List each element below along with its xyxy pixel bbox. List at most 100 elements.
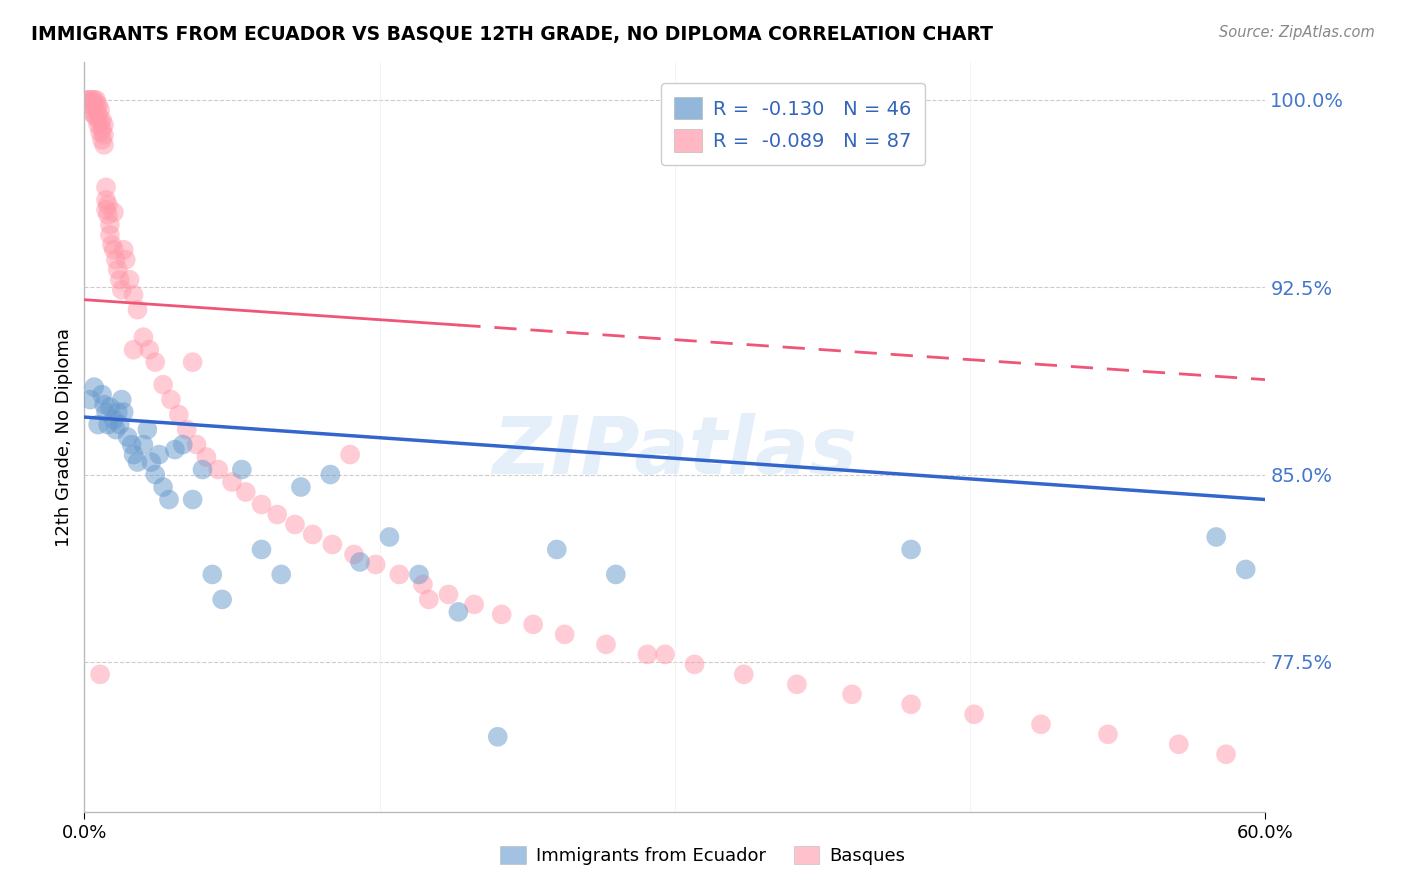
Point [79,93,101,107]
Point [201,567,224,582]
Point [89,667,111,681]
Point [841,687,863,701]
Point [103,412,125,426]
Legend: R =  -0.130   N = 46, R =  -0.089   N = 87: R = -0.130 N = 46, R = -0.089 N = 87 [661,83,925,165]
Point [82,105,104,120]
Point [284,517,307,532]
Point [104,252,127,267]
Point [93,137,115,152]
Point [94,405,117,419]
Point [111,283,134,297]
Point [437,587,460,601]
Point [211,592,233,607]
Point [94,202,117,217]
Point [266,508,288,522]
Point [546,542,568,557]
Point [157,492,180,507]
Point [595,637,617,651]
Point [104,423,127,437]
Point [270,567,292,582]
Legend: Immigrants from Ecuador, Basques: Immigrants from Ecuador, Basques [491,837,915,874]
Point [349,555,371,569]
Point [98,400,121,414]
Point [83,380,105,394]
Point [87,417,110,432]
Point [103,243,125,257]
Point [79,98,101,112]
Point [231,462,253,476]
Point [118,273,141,287]
Point [418,592,440,607]
Point [132,330,155,344]
Point [93,118,115,132]
Point [114,252,136,267]
Point [98,218,121,232]
Point [83,100,105,114]
Point [87,108,110,122]
Point [84,111,107,125]
Point [87,118,110,132]
Point [364,558,387,572]
Point [152,377,174,392]
Point [301,527,323,541]
Point [1215,747,1237,762]
Point [250,498,273,512]
Point [191,462,214,476]
Point [408,567,430,582]
Point [122,343,145,357]
Point [486,730,509,744]
Point [89,115,111,129]
Point [250,542,273,557]
Point [447,605,470,619]
Point [91,133,114,147]
Point [167,408,190,422]
Point [94,193,117,207]
Point [1029,717,1052,731]
Point [79,392,101,407]
Point [339,448,361,462]
Text: ZIPatlas: ZIPatlas [492,413,858,491]
Point [654,648,676,662]
Point [143,467,166,482]
Point [87,98,110,112]
Point [93,398,115,412]
Point [98,227,121,242]
Point [75,93,97,107]
Point [1097,727,1119,741]
Point [117,430,139,444]
Point [321,537,343,551]
Point [221,475,243,489]
Point [108,417,131,432]
Point [522,617,544,632]
Point [786,677,808,691]
Point [148,448,170,462]
Point [101,237,124,252]
Point [207,462,229,476]
Point [160,392,183,407]
Point [1205,530,1227,544]
Point [181,492,204,507]
Point [138,343,160,357]
Point [172,437,194,451]
Point [235,485,257,500]
Point [127,455,149,469]
Point [89,103,111,117]
Point [122,448,145,462]
Point [163,442,186,457]
Point [900,698,922,712]
Point [1234,562,1257,576]
Y-axis label: 12th Grade, No Diploma: 12th Grade, No Diploma [55,327,73,547]
Point [107,405,129,419]
Point [112,405,135,419]
Point [290,480,312,494]
Point [94,180,117,194]
Point [733,667,755,681]
Point [83,93,105,107]
Point [1167,737,1189,751]
Point [91,123,114,137]
Point [388,567,411,582]
Point [195,450,218,464]
Point [463,598,485,612]
Point [121,437,143,451]
Point [93,128,115,142]
